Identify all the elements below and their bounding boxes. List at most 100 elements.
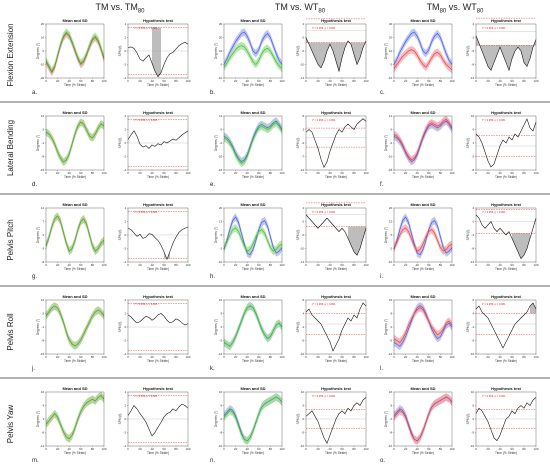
- x-tick-label: 100: [363, 171, 368, 175]
- sd-band-blue: [394, 213, 452, 259]
- x-tick-label: 80: [174, 355, 178, 359]
- y-tick-label: -10: [40, 63, 45, 67]
- y-tick-label: 4: [125, 390, 127, 394]
- x-tick-label: 80: [352, 171, 356, 175]
- x-axis-label: Time (% Stride): [325, 175, 347, 179]
- mean-line-green: [223, 396, 283, 442]
- y-tick-label: 5: [221, 233, 223, 237]
- x-tick-label: 100: [185, 355, 190, 359]
- panel-letter: c.: [380, 90, 385, 96]
- y-tick-label: -2: [302, 220, 305, 224]
- y-axis-label: Degrees (°): [214, 411, 218, 427]
- y-tick-label: -2: [124, 431, 127, 435]
- x-tick-label: 80: [439, 79, 443, 83]
- x-tick-label: 100: [279, 171, 284, 175]
- x-axis-label: Time (% Stride): [412, 83, 434, 87]
- y-tick-label: 20: [389, 36, 393, 40]
- panel-letter: n.: [210, 458, 215, 464]
- spm-curve: [127, 403, 189, 437]
- hyp-panel-title: Hypothesis test: [321, 294, 351, 299]
- y-tick-label: -8: [42, 339, 45, 343]
- y-tick-label: -20: [40, 76, 45, 80]
- x-tick-label: 80: [439, 171, 443, 175]
- hyp-panel-title: Hypothesis test: [143, 110, 173, 115]
- x-tick-label: 60: [257, 355, 261, 359]
- row-title-1: Flexion Extension: [6, 23, 15, 86]
- spm-curve: [475, 118, 537, 168]
- mean-line-red: [393, 118, 453, 161]
- spm-curve: [475, 397, 537, 442]
- y-tick-label: -1: [302, 325, 305, 329]
- sd-band-green: [46, 302, 104, 350]
- y-tick-label: -6: [42, 431, 45, 435]
- y-tick-label: 2: [125, 36, 127, 40]
- sd-band-blue: [394, 28, 452, 69]
- y-tick-label: -2: [124, 155, 127, 159]
- y-axis-label: SPM {t}: [296, 322, 300, 333]
- mean-line-green: [45, 305, 105, 347]
- x-tick-label: 0: [475, 263, 477, 267]
- x-tick-label: 20: [486, 447, 490, 451]
- x-tick-label: 80: [269, 79, 273, 83]
- axes-frame: [305, 299, 367, 355]
- x-axis-label: Time (% Stride): [64, 359, 86, 363]
- x-tick-label: 20: [486, 79, 490, 83]
- x-axis-label: Time (% Stride): [147, 359, 169, 363]
- x-axis-label: Time (% Stride): [495, 83, 517, 87]
- x-tick-label: 20: [138, 447, 142, 451]
- y-tick-label: -4: [472, 233, 475, 237]
- y-tick-label: -5: [220, 339, 223, 343]
- x-tick-label: 60: [79, 171, 83, 175]
- x-tick-label: 20: [404, 263, 408, 267]
- y-tick-label: 16: [219, 390, 223, 394]
- stat-annotation: t* = 3.456, p = 0.001: [312, 210, 336, 214]
- y-tick-label: 8: [221, 404, 223, 408]
- spm-curve: [127, 130, 189, 149]
- y-tick-label: 5: [303, 404, 305, 408]
- y-axis-label: SPM {t}: [118, 230, 122, 241]
- spm-curve: [127, 226, 189, 261]
- panel-letter: e.: [210, 182, 215, 188]
- hyp-panel-title: Hypothesis test: [143, 202, 173, 207]
- mean-line-blue: [223, 120, 283, 163]
- x-tick-label: 80: [522, 447, 526, 451]
- stat-annotation: t* = 3.456, p = 0.001: [134, 302, 158, 306]
- panel-letter: o.: [380, 458, 385, 464]
- y-tick-label: 5: [391, 233, 393, 237]
- mean-line-blue: [393, 120, 453, 163]
- x-tick-label: 40: [68, 79, 72, 83]
- y-tick-label: 8: [303, 298, 305, 302]
- y-tick-label: 4: [125, 206, 127, 210]
- x-tick-label: 80: [522, 263, 526, 267]
- sd-band-blue: [224, 28, 282, 69]
- column-title-3: TM80 vs. WT80: [427, 2, 485, 15]
- x-tick-label: 0: [223, 79, 225, 83]
- row-title-5: Pelvis Yaw: [6, 405, 15, 444]
- sd-band-green: [46, 391, 104, 443]
- y-tick-label: -8: [472, 168, 475, 172]
- x-tick-label: 60: [162, 355, 166, 359]
- x-tick-label: 100: [185, 79, 190, 83]
- y-axis-label: Degrees (°): [36, 411, 40, 427]
- mean-line-blue: [223, 31, 283, 65]
- x-tick-label: 40: [246, 263, 250, 267]
- y-tick-label: 12: [41, 206, 45, 210]
- x-tick-label: 60: [510, 447, 514, 451]
- x-tick-label: 40: [150, 263, 154, 267]
- y-tick-label: 16: [389, 390, 393, 394]
- y-tick-label: 3: [303, 128, 305, 132]
- y-tick-label: -10: [300, 63, 305, 67]
- mean-panel-title: Mean and SD: [62, 202, 87, 207]
- y-tick-label: 0: [125, 325, 127, 329]
- x-tick-label: 0: [223, 171, 225, 175]
- x-tick-label: 60: [510, 355, 514, 359]
- x-tick-label: 40: [150, 79, 154, 83]
- y-tick-label: 2: [125, 220, 127, 224]
- y-tick-label: -8: [472, 63, 475, 67]
- spm-curve: [305, 37, 367, 73]
- stat-annotation: t* = 3.456, p = 0.001: [134, 210, 158, 214]
